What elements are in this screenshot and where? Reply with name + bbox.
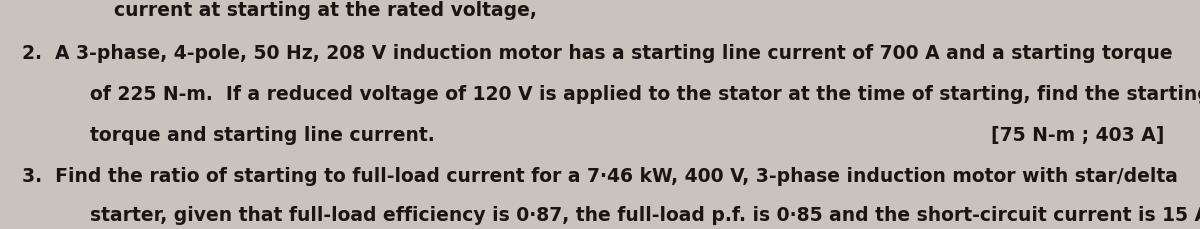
Text: of 225 N-m.  If a reduced voltage of 120 V is applied to the stator at the time : of 225 N-m. If a reduced voltage of 120 … [90,85,1200,104]
Text: starter, given that full-load efficiency is 0·87, the full-load p.f. is 0·85 and: starter, given that full-load efficiency… [90,205,1200,224]
Text: 2.  A 3-phase, 4-pole, 50 Hz, 208 V induction motor has a starting line current : 2. A 3-phase, 4-pole, 50 Hz, 208 V induc… [22,44,1172,62]
Text: [75 N-m ; 403 A]: [75 N-m ; 403 A] [991,126,1164,145]
Text: torque and starting line current.: torque and starting line current. [90,126,434,145]
Text: current at starting at the rated voltage,: current at starting at the rated voltage… [114,1,536,20]
Text: 3.  Find the ratio of starting to full-load current for a 7·46 kW, 400 V, 3-phas: 3. Find the ratio of starting to full-lo… [22,166,1177,185]
